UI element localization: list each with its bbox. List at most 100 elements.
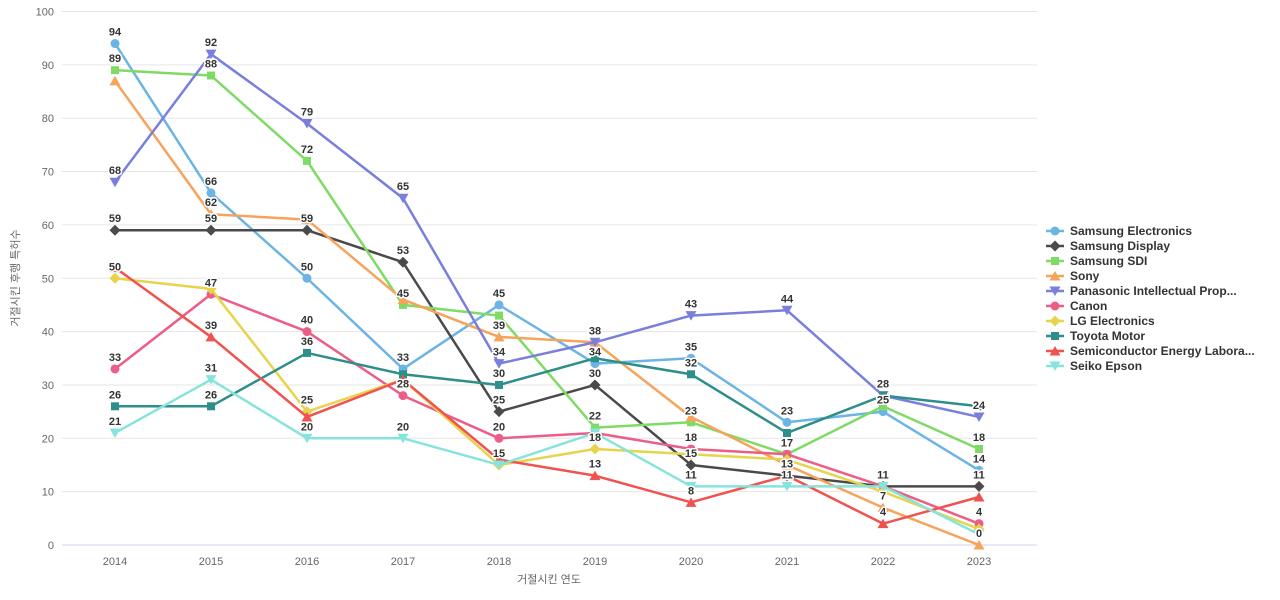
data-label-lg-electronics-2014: 50 xyxy=(109,261,121,273)
data-point-semiconductor-energy-labora-2021 xyxy=(781,470,793,481)
data-point-lg-electronics-2021 xyxy=(781,454,793,466)
data-point-canon-2017 xyxy=(398,391,408,401)
legend-item-canon[interactable]: Canon xyxy=(1046,299,1107,313)
data-point-panasonic-intellectual-prop-2023 xyxy=(973,412,985,422)
legend-marker-toyota-motor xyxy=(1051,332,1059,340)
data-label-toyota-motor-2020: 32 xyxy=(685,357,697,369)
data-point-samsung-display-2020 xyxy=(685,459,697,471)
data-point-samsung-display-2016 xyxy=(301,224,313,236)
legend-item-seiko-epson[interactable]: Seiko Epson xyxy=(1046,359,1142,373)
data-label-seiko-epson-2014: 21 xyxy=(109,416,121,428)
legend-marker-panasonic-intellectual-prop xyxy=(1049,286,1061,296)
data-label-canon-2021: 17 xyxy=(781,437,793,449)
series-line-samsung-sdi xyxy=(113,68,981,456)
legend-item-panasonic-intellectual-prop[interactable]: Panasonic Intellectual Prop... xyxy=(1046,284,1237,298)
data-point-toyota-motor-2022 xyxy=(879,391,887,400)
data-point-samsung-electronics-2018 xyxy=(494,300,504,310)
data-label-lg-electronics-2016: 25 xyxy=(301,395,313,407)
data-label-sony-2018: 39 xyxy=(493,320,505,332)
series-line-samsung-display xyxy=(113,228,981,488)
series-samsung-electronics xyxy=(110,39,984,475)
data-point-lg-electronics-2014 xyxy=(109,272,121,284)
data-label-samsung-display-2014: 59 xyxy=(109,213,121,225)
legend-item-samsung-display[interactable]: Samsung Display xyxy=(1046,239,1170,253)
legend-label-semiconductor-energy-labora: Semiconductor Energy Labora... xyxy=(1070,344,1255,358)
data-label-semiconductor-energy-labora-2022: 4 xyxy=(880,507,887,519)
data-label-canon-2018: 20 xyxy=(493,421,505,433)
data-label-samsung-display-2015: 59 xyxy=(205,213,217,225)
data-point-seiko-epson-2018 xyxy=(493,460,505,470)
data-label-samsung-electronics-2016: 50 xyxy=(301,261,313,273)
data-point-semiconductor-energy-labora-2016 xyxy=(301,411,313,422)
data-label-panasonic-intellectual-prop-2020: 43 xyxy=(685,299,697,311)
data-point-panasonic-intellectual-prop-2019 xyxy=(589,337,601,348)
data-point-sony-2020 xyxy=(685,411,697,422)
legend-marker-semiconductor-energy-labora xyxy=(1049,346,1061,356)
data-label-seiko-epson-2015: 31 xyxy=(205,363,217,375)
data-label-samsung-sdi-2019: 22 xyxy=(589,411,601,423)
y-axis-tick-label: 100 xyxy=(36,7,54,19)
data-point-samsung-sdi-2023 xyxy=(975,444,983,453)
data-label-samsung-electronics-2018: 45 xyxy=(493,288,505,300)
legend-label-toyota-motor: Toyota Motor xyxy=(1070,329,1145,343)
y-axis-tick-label: 20 xyxy=(42,433,54,445)
data-point-seiko-epson-2017 xyxy=(397,433,409,444)
data-point-samsung-display-2015 xyxy=(205,224,217,236)
data-label-seiko-epson-2022: 11 xyxy=(877,469,889,481)
data-point-samsung-electronics-2014 xyxy=(110,39,120,49)
data-point-toyota-motor-2016 xyxy=(303,348,311,357)
data-label-toyota-motor-2022: 28 xyxy=(877,379,889,391)
y-axis-tick-label: 90 xyxy=(42,60,54,72)
data-point-samsung-sdi-2017 xyxy=(399,300,407,309)
data-point-samsung-display-2023 xyxy=(973,480,985,492)
data-point-samsung-electronics-2016 xyxy=(302,273,312,283)
data-label-canon-2016: 40 xyxy=(301,315,313,327)
data-label-samsung-display-2016: 59 xyxy=(301,213,313,225)
data-point-sony-2016 xyxy=(301,214,313,225)
data-point-panasonic-intellectual-prop-2017 xyxy=(397,193,409,204)
data-point-semiconductor-energy-labora-2015 xyxy=(205,331,217,342)
legend-item-samsung-electronics[interactable]: Samsung Electronics xyxy=(1046,224,1192,238)
data-point-sony-2023 xyxy=(973,540,985,550)
legend-item-samsung-sdi[interactable]: Samsung SDI xyxy=(1046,254,1147,268)
legend-label-samsung-electronics: Samsung Electronics xyxy=(1070,224,1192,238)
series-sony xyxy=(109,75,985,550)
series-line-panasonic-intellectual-prop xyxy=(113,52,981,419)
data-label-samsung-electronics-2020: 35 xyxy=(685,341,697,353)
legend-marker-lg-electronics xyxy=(1049,315,1061,327)
series-line-seiko-epson xyxy=(113,378,981,536)
legend-marker-seiko-epson xyxy=(1049,361,1061,371)
data-label-samsung-sdi-2017: 45 xyxy=(397,288,409,300)
data-label-seiko-epson-2021: 11 xyxy=(781,469,793,481)
y-axis-tick-label: 50 xyxy=(42,273,54,285)
data-point-seiko-epson-2015 xyxy=(205,375,217,385)
data-point-canon-2016 xyxy=(302,327,312,337)
series-semiconductor-energy-labora xyxy=(109,262,985,529)
legend-item-semiconductor-energy-labora[interactable]: Semiconductor Energy Labora... xyxy=(1046,344,1255,358)
data-point-panasonic-intellectual-prop-2014 xyxy=(109,177,121,188)
data-label-panasonic-intellectual-prop-2023: 24 xyxy=(973,400,986,412)
y-axis-tick-label: 10 xyxy=(42,487,54,499)
legend-label-panasonic-intellectual-prop: Panasonic Intellectual Prop... xyxy=(1070,284,1237,298)
data-label-semiconductor-energy-labora-2021: 13 xyxy=(781,459,793,471)
y-axis-tick-label: 30 xyxy=(42,380,54,392)
legend-marker-samsung-sdi xyxy=(1051,257,1059,265)
data-point-semiconductor-energy-labora-2014 xyxy=(109,262,121,273)
data-label-sony-2015: 62 xyxy=(205,197,217,209)
data-point-seiko-epson-2020 xyxy=(685,481,697,492)
data-point-toyota-motor-2015 xyxy=(207,402,215,411)
legend-label-sony: Sony xyxy=(1070,269,1100,283)
data-label-panasonic-intellectual-prop-2014: 68 xyxy=(109,165,121,177)
data-point-samsung-display-2018 xyxy=(493,406,505,418)
x-axis-tick-label: 2021 xyxy=(775,556,799,568)
legend-item-toyota-motor[interactable]: Toyota Motor xyxy=(1046,329,1145,343)
legend-item-lg-electronics[interactable]: LG Electronics xyxy=(1046,314,1155,328)
legend-label-canon: Canon xyxy=(1070,299,1107,313)
legend-item-sony[interactable]: Sony xyxy=(1046,269,1100,283)
data-point-lg-electronics-2015 xyxy=(205,283,217,295)
data-label-seiko-epson-2020: 11 xyxy=(685,469,697,481)
data-point-samsung-sdi-2015 xyxy=(207,71,215,80)
data-point-seiko-epson-2021 xyxy=(781,481,793,492)
